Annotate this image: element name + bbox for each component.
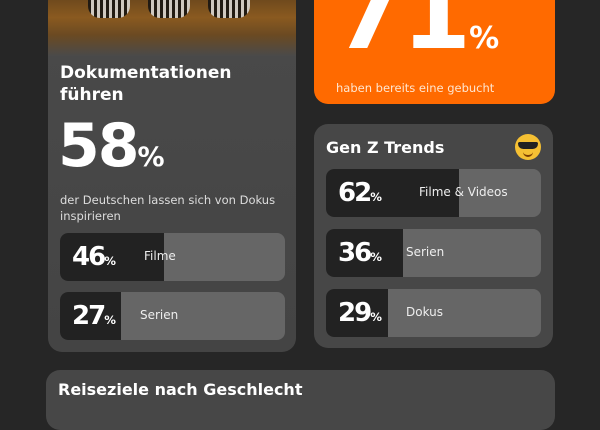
stat-bar-label: Filme xyxy=(144,249,176,263)
booked-percent: 71% xyxy=(334,0,500,72)
booked-card: 71% haben bereits eine gebucht xyxy=(314,0,555,104)
stat-bar-label: Serien xyxy=(140,308,179,322)
genz-title: Gen Z Trends xyxy=(326,138,445,157)
zebra-photo xyxy=(48,0,296,56)
stat-bar-fill xyxy=(60,292,121,340)
documentaries-card: Dokumentationen führen 58% der Deutschen… xyxy=(48,0,296,352)
stat-bar-label: Dokus xyxy=(406,305,444,319)
stat-bar-fill xyxy=(326,289,389,337)
stat-bar: 27% Serien xyxy=(60,292,285,340)
stat-bar: 29% Dokus xyxy=(326,289,541,337)
destinations-title: Reiseziele nach Geschlecht xyxy=(58,380,303,399)
stat-bar-fill xyxy=(326,169,460,217)
stat-bar-fill xyxy=(326,229,404,277)
documentaries-subtitle: der Deutschen lassen sich von Dokus insp… xyxy=(60,193,276,223)
stat-bar-value: 29% xyxy=(338,298,382,328)
stat-bar-value: 46% xyxy=(72,242,116,272)
stat-bar-fill xyxy=(60,233,164,281)
sunglasses-emoji-icon xyxy=(515,134,541,160)
stat-bar-value: 27% xyxy=(72,301,116,331)
booked-subtitle: haben bereits eine gebucht xyxy=(336,81,495,95)
documentaries-percent: 58% xyxy=(58,111,165,181)
stat-bar: 46% Filme xyxy=(60,233,285,281)
documentaries-title: Dokumentationen führen xyxy=(60,63,232,105)
genz-card: Gen Z Trends 62% Filme & Videos 36% Seri… xyxy=(314,124,553,348)
stat-bar-label: Filme & Videos xyxy=(419,185,508,199)
stat-bar-value: 36% xyxy=(338,238,382,268)
destinations-card: Reiseziele nach Geschlecht xyxy=(46,370,555,430)
stat-bar-value: 62% xyxy=(338,178,382,208)
stat-bar-label: Serien xyxy=(406,245,445,259)
stat-bar: 62% Filme & Videos xyxy=(326,169,541,217)
stat-bar: 36% Serien xyxy=(326,229,541,277)
